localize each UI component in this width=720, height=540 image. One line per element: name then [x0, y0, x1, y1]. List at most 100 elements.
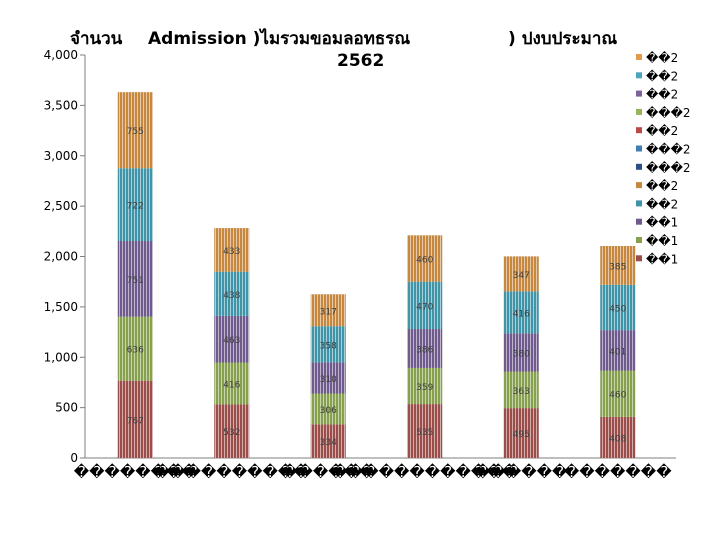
bar-segment-texture [117, 380, 153, 458]
data-label: 495 [513, 430, 530, 440]
bar-segment-texture [117, 168, 153, 241]
chart-title-middle: Admission )ไมรวมขอมลอทธรณ [148, 29, 411, 49]
bar-segment-texture [117, 316, 153, 381]
data-label: 751 [127, 276, 144, 286]
data-label: 386 [416, 345, 433, 355]
bar-segment-texture [214, 404, 250, 458]
bar-segment-texture [600, 370, 636, 417]
data-label: 460 [416, 256, 433, 266]
data-labels: 767 636 751 722 755 532 416 463 438 433 334 306 310 3… [127, 127, 627, 448]
y-tick-label: 2,000 [44, 250, 78, 264]
data-label: 438 [223, 291, 240, 301]
data-label: 535 [416, 428, 433, 438]
legend-swatch [636, 54, 642, 60]
x-tick-label: ������ [282, 463, 375, 481]
legend-swatch [636, 218, 642, 225]
legend-swatch [636, 255, 642, 262]
bar-segment-texture [117, 92, 153, 169]
legend-swatch [636, 72, 642, 79]
data-label: 317 [320, 307, 337, 317]
bar-segment-texture [117, 240, 153, 317]
data-label: 450 [609, 304, 626, 314]
data-label: 532 [223, 428, 240, 438]
bar-segment-texture [407, 404, 443, 458]
data-label: 636 [127, 346, 144, 356]
data-label: 460 [609, 391, 626, 401]
legend-swatch [636, 127, 642, 134]
legend-swatch [636, 145, 642, 152]
y-tick-label: 500 [55, 401, 78, 415]
data-label: 359 [416, 383, 433, 393]
legend-label: ��2 [646, 51, 678, 65]
legend-label: ��2 [646, 179, 678, 193]
data-label: 310 [320, 375, 337, 385]
legend-label: ��1 [646, 234, 678, 248]
legend-label: ���2 [646, 106, 691, 120]
chart-title-right: ) ปงบประมาณ [508, 29, 618, 49]
data-label: 463 [223, 336, 240, 346]
bar-segment-texture [407, 329, 443, 368]
bar-segment-texture [600, 416, 636, 458]
chart-title-left: จำนวน [70, 29, 123, 49]
bar-segment-texture [503, 408, 539, 458]
legend-swatch [636, 237, 642, 243]
data-label: 347 [513, 271, 530, 281]
bar-segment-texture [503, 371, 539, 409]
data-label: 433 [223, 247, 240, 257]
data-label: 755 [127, 127, 144, 137]
data-label: 401 [609, 347, 626, 357]
y-tick-label: 0 [70, 451, 78, 465]
bar-segment-texture [503, 256, 539, 292]
bar-segment-texture [407, 367, 443, 405]
bar-segment-texture [310, 362, 346, 394]
chart-title-year: 2562 [337, 51, 385, 71]
legend-label: ��1 [646, 252, 678, 266]
data-label: 363 [513, 387, 530, 397]
legend-label: ��2 [646, 69, 678, 83]
legend-swatch [636, 90, 642, 97]
data-label: 334 [320, 438, 337, 448]
legend-label: ��2 [646, 88, 678, 102]
data-label: 416 [513, 309, 530, 319]
bar-segment-texture [310, 326, 346, 363]
legend-swatch [636, 163, 642, 170]
data-label: 470 [416, 302, 433, 312]
legend-swatch [636, 182, 642, 189]
bar-segment-texture [310, 424, 346, 458]
bar-segment-texture [214, 315, 250, 363]
legend: ��2 ��2 ��2 ���2 ��2 ���2 ���2 ��2 ��2 ��1 ��1 ��1 [636, 51, 691, 266]
bars [117, 92, 636, 458]
x-tick-label: ������������ [332, 463, 517, 481]
legend-label: ���2 [646, 143, 691, 157]
y-tick-label: 2,500 [44, 199, 78, 213]
bar-segment-texture [310, 393, 346, 425]
legend-label: ��2 [646, 197, 678, 211]
bar-segment-texture [503, 291, 539, 334]
x-tick-labels: ����������������������������������������… [74, 463, 672, 481]
bar-segment-texture [600, 246, 636, 285]
bar-segment-texture [600, 330, 636, 371]
data-label: 306 [320, 406, 337, 416]
bar-segment-texture [600, 284, 636, 331]
bar-segment-texture [310, 294, 346, 327]
legend-label: ��1 [646, 216, 678, 230]
x-tick-label: ������ [475, 463, 568, 481]
x-tick-label: ���������� [155, 463, 309, 481]
bar-segment-texture [214, 271, 250, 316]
x-tick-label: ������� [564, 463, 672, 481]
data-label: 416 [223, 380, 240, 390]
y-tick-label: 4,000 [44, 48, 78, 62]
data-label: 358 [320, 341, 337, 351]
bar-segment-texture [214, 362, 250, 405]
y-tick-label: 1,500 [44, 300, 78, 314]
data-label: 385 [609, 262, 626, 272]
x-tick-label: �������� [74, 463, 198, 481]
bar-segment-texture [214, 228, 250, 272]
data-label: 408 [609, 434, 626, 444]
axes: 0 500 1,000 1,500 2,000 2,500 3,000 3,500 4,000 [44, 48, 676, 465]
y-tick-label: 3,000 [44, 149, 78, 163]
data-label: 722 [127, 202, 144, 212]
legend-swatch [636, 200, 642, 207]
legend-label: ���2 [646, 161, 691, 175]
